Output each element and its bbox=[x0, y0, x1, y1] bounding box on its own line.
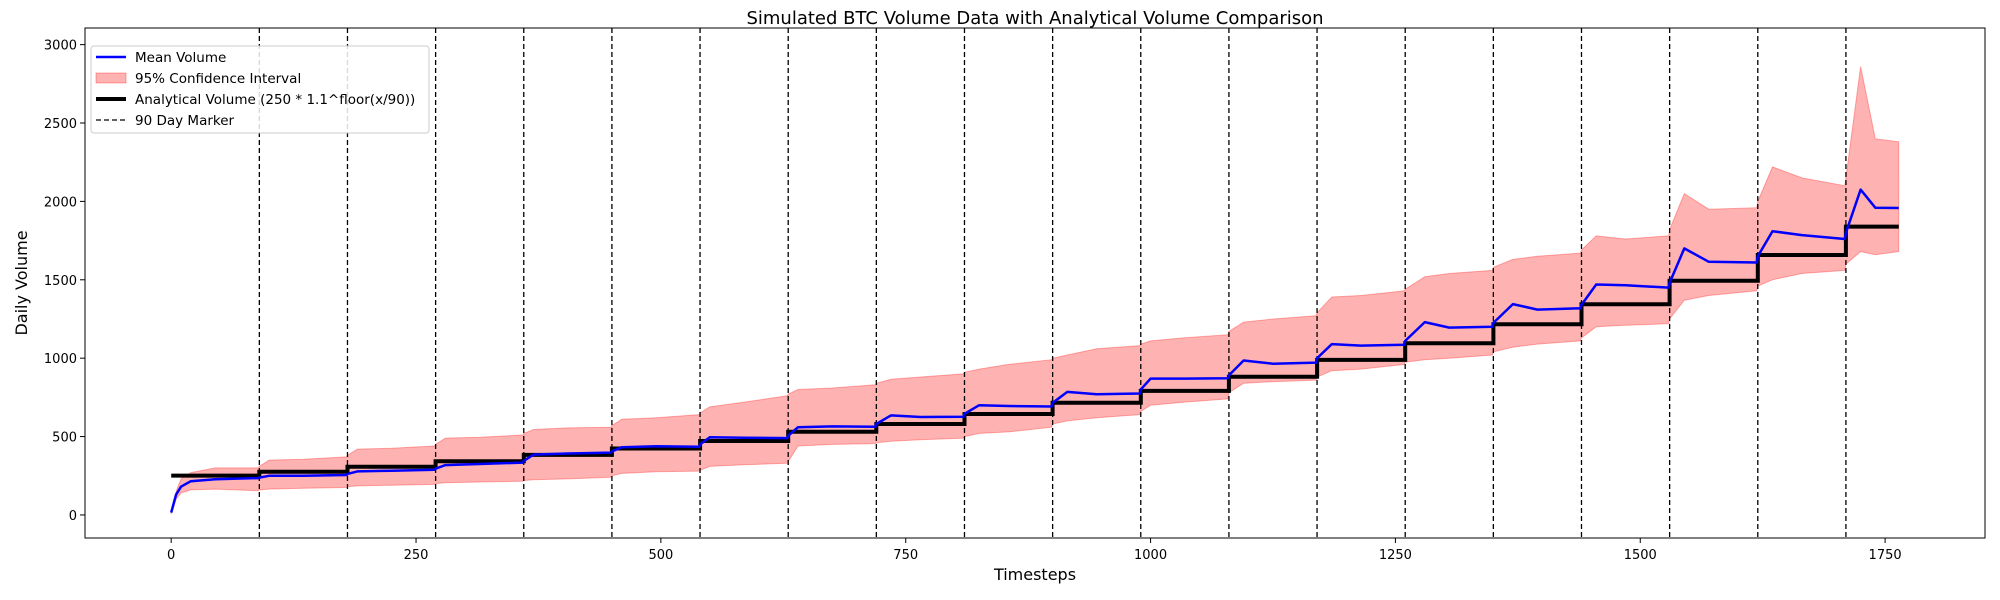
mean-volume-line bbox=[169, 188, 1899, 513]
x-axis-label: Timesteps bbox=[993, 565, 1076, 584]
analytical-volume-line bbox=[171, 224, 1899, 478]
axes-frame bbox=[84, 27, 1986, 539]
legend: Mean Volume 95% Confidence Interval Analyt… bbox=[90, 45, 430, 134]
x-tick-label: 500 bbox=[648, 548, 673, 563]
legend-box bbox=[90, 45, 430, 134]
x-axis: 0 250 500 750 1000 1250 1500 1750 bbox=[167, 538, 1902, 563]
y-tick-label: 1500 bbox=[44, 274, 77, 289]
legend-label: Analytical Volume (250 * 1.1^floor(x/90)… bbox=[135, 92, 415, 108]
y-tick-label: 1000 bbox=[44, 352, 77, 367]
x-tick-label: 0 bbox=[167, 548, 175, 563]
legend-swatch-ci bbox=[95, 72, 127, 84]
y-tick-label: 0 bbox=[69, 509, 77, 524]
y-tick-label: 500 bbox=[52, 431, 77, 446]
x-tick-label: 750 bbox=[893, 548, 918, 563]
x-tick-label: 250 bbox=[404, 548, 429, 563]
y-tick-label: 3000 bbox=[44, 39, 77, 54]
chart-title: Simulated BTC Volume Data with Analytica… bbox=[746, 8, 1323, 29]
x-tick-label: 1500 bbox=[1624, 548, 1657, 563]
y-tick-label: 2500 bbox=[44, 117, 77, 132]
x-tick-label: 1000 bbox=[1134, 548, 1167, 563]
legend-label: 95% Confidence Interval bbox=[135, 71, 301, 87]
confidence-interval-band bbox=[170, 66, 1900, 515]
plot-area bbox=[169, 28, 1900, 538]
x-tick-label: 1250 bbox=[1379, 548, 1412, 563]
legend-label: 90 Day Marker bbox=[135, 113, 235, 129]
legend-label: Mean Volume bbox=[135, 50, 226, 66]
y-tick-label: 2000 bbox=[44, 195, 77, 210]
x-tick-label: 1750 bbox=[1869, 548, 1902, 563]
y-axis: 0 500 1000 1500 2000 2500 3000 bbox=[44, 39, 85, 524]
y-axis-label: Daily Volume bbox=[12, 230, 31, 335]
